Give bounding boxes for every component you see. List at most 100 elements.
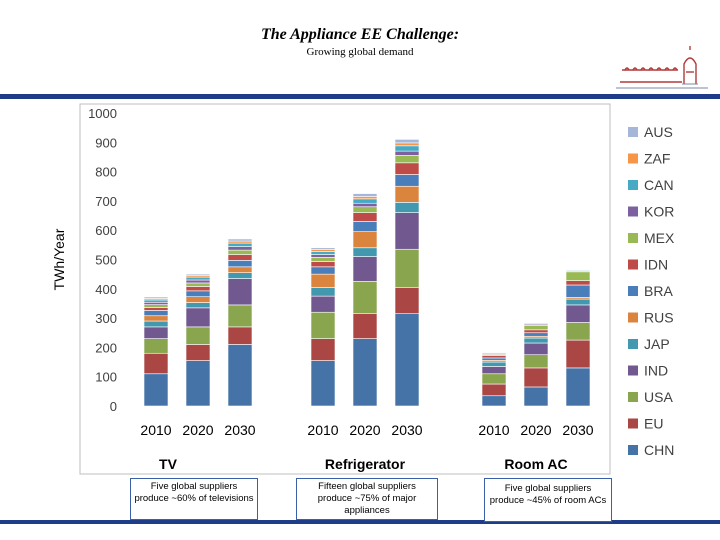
bar-segment-bra [143, 310, 169, 317]
bar-segment-usa [394, 248, 420, 288]
legend-label: AUS [644, 124, 673, 140]
group-label: Room AC [504, 456, 567, 472]
bar-segment-bra [394, 174, 420, 187]
bar-segment-usa [185, 326, 211, 345]
bar-segment-aus [185, 273, 211, 276]
legend-label: RUS [644, 310, 674, 326]
x-tick-label: 2030 [224, 422, 255, 438]
bar-segment-aus [227, 238, 253, 242]
y-tick-label: 500 [95, 253, 117, 268]
y-tick-label: 100 [95, 370, 117, 385]
legend-swatch [628, 392, 638, 402]
bar-segment-jap [143, 320, 169, 328]
bar-segment-eu [227, 326, 253, 345]
bar-segment-mex [352, 206, 378, 213]
bar-segment-jap [565, 298, 591, 306]
legend-swatch [628, 445, 638, 455]
header-divider [0, 94, 720, 99]
legend-swatch [628, 312, 638, 323]
bar-segment-ind [143, 326, 169, 339]
bar-segment-usa [143, 338, 169, 354]
y-tick-label: 300 [95, 311, 117, 326]
legend-label: IDN [644, 257, 668, 273]
bar-segment-chn [185, 360, 211, 407]
legend-label: BRA [644, 283, 673, 299]
x-tick-label: 2020 [349, 422, 380, 438]
bar-segment-eu [394, 287, 420, 315]
bar-segment-idn [352, 212, 378, 222]
bar-segment-chn [394, 313, 420, 407]
bar-segment-chn [565, 367, 591, 407]
bar-segment-kor [185, 279, 211, 284]
legend-label: KOR [644, 204, 674, 220]
bar-segment-bra [523, 332, 549, 337]
bar-segment-idn [523, 329, 549, 334]
group-label: Refrigerator [325, 456, 406, 472]
bar-segment-ind [227, 278, 253, 306]
bar-segment-kor [394, 150, 420, 156]
bar-segment-mex [310, 257, 336, 262]
legend-label: JAP [644, 336, 670, 352]
bar-segment-ind [523, 342, 549, 356]
bar-segment-ind [185, 307, 211, 328]
legend-swatch [628, 153, 638, 164]
bar-segment-jap [394, 202, 420, 213]
legend-swatch [628, 286, 638, 296]
x-tick-label: 2010 [307, 422, 338, 438]
bar-segment-mex [523, 325, 549, 331]
bar-segment-rus [352, 231, 378, 249]
bar-segment-chn [481, 395, 507, 407]
y-tick-label: 900 [95, 135, 117, 150]
bar-segment-rus [185, 296, 211, 303]
bar-segment-bra [227, 260, 253, 268]
bar-segment-jap [352, 247, 378, 257]
bar-segment-ind [352, 256, 378, 282]
x-tick-label: 2010 [140, 422, 171, 438]
bar-segment-kor [310, 254, 336, 258]
legend-swatch [628, 127, 638, 137]
refrigerator-supplier-note: Fifteen global suppliers produce ~75% of… [296, 478, 438, 520]
legend-swatch [628, 259, 638, 270]
legend-swatch [628, 233, 638, 243]
legend-label: CHN [644, 442, 674, 458]
slide-subtitle: Growing global demand [306, 46, 414, 58]
bar-segment-idn [565, 280, 591, 286]
y-tick-label: 600 [95, 223, 117, 238]
bar-segment-zaf [227, 240, 253, 244]
bar-segment-eu [565, 339, 591, 369]
bar-segment-bra [352, 221, 378, 232]
legend-label: EU [644, 416, 663, 432]
x-tick-label: 2020 [182, 422, 213, 438]
legend-swatch [628, 180, 638, 190]
group-label: TV [159, 456, 178, 472]
bar-segment-bra [565, 284, 591, 298]
bar-segment-eu [481, 383, 507, 397]
y-tick-label: 200 [95, 340, 117, 355]
bar-segment-can [185, 276, 211, 281]
bar-segment-idn [394, 162, 420, 175]
room-ac-supplier-note: Five global suppliers produce ~45% of ro… [484, 478, 612, 522]
x-tick-label: 2020 [520, 422, 551, 438]
x-tick-label: 2030 [391, 422, 422, 438]
bar-segment-usa [481, 373, 507, 385]
bar-segment-aus [394, 139, 420, 144]
bar-segment-bra [310, 266, 336, 275]
bar-segment-zaf [310, 249, 336, 252]
bar-segment-aus [143, 296, 169, 299]
bar-segment-usa [227, 304, 253, 328]
bar-segment-jap [310, 287, 336, 297]
bar-segment-eu [310, 338, 336, 361]
bar-segment-rus [143, 315, 169, 322]
bar-segment-rus [310, 273, 336, 288]
legend-label: MEX [644, 230, 675, 246]
bar-segment-eu [143, 352, 169, 375]
tv-supplier-note: Five global suppliers produce ~60% of te… [130, 478, 258, 520]
bar-segment-chn [143, 373, 169, 407]
bar-segment-mex [394, 155, 420, 164]
bar-segment-idn [185, 286, 211, 292]
bar-segment-kor [352, 202, 378, 208]
bar-segment-idn [227, 254, 253, 261]
bar-segment-mex [565, 271, 591, 281]
bar-segment-zaf [352, 196, 378, 200]
bar-segment-can [310, 251, 336, 255]
